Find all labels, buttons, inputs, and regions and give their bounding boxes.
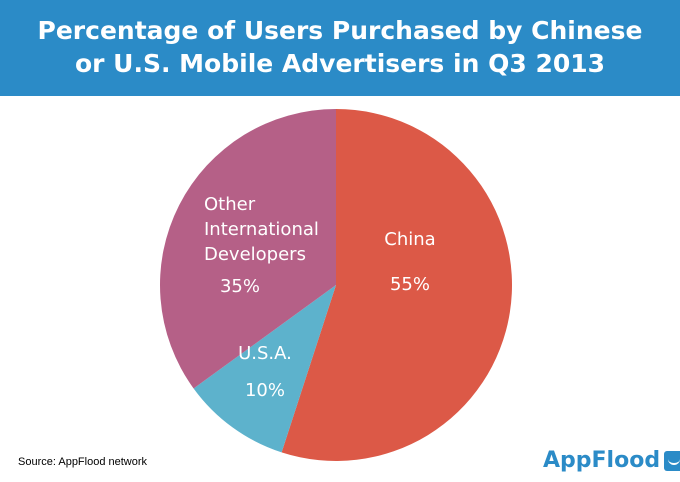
slice-label: China bbox=[384, 229, 435, 250]
slice-label: Other International Developers bbox=[204, 194, 319, 265]
pie-slice-other-international-developers bbox=[160, 109, 336, 389]
chart-title-line-1: Percentage of Users Purchased by Chinese bbox=[37, 16, 643, 45]
chart-title-line-2: or U.S. Mobile Advertisers in Q3 2013 bbox=[74, 49, 606, 78]
appflood-logo: AppFlood bbox=[543, 448, 680, 473]
slice-value-label: 35% bbox=[220, 276, 260, 297]
logo-text: AppFlood bbox=[543, 448, 661, 473]
slice-value-label: 10% bbox=[245, 380, 285, 401]
slice-value-label: 55% bbox=[390, 274, 430, 295]
source-note: Source: AppFlood network bbox=[18, 456, 148, 468]
pie-slice-u-s-a bbox=[193, 285, 336, 453]
slice-label: U.S.A. bbox=[238, 343, 292, 364]
pie-slice-china bbox=[281, 109, 513, 461]
appflood-wave-icon bbox=[664, 450, 680, 471]
chart-title-banner: Percentage of Users Purchased by Chinese… bbox=[0, 0, 680, 96]
